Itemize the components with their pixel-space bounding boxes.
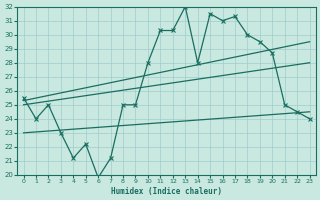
X-axis label: Humidex (Indice chaleur): Humidex (Indice chaleur)	[111, 187, 222, 196]
